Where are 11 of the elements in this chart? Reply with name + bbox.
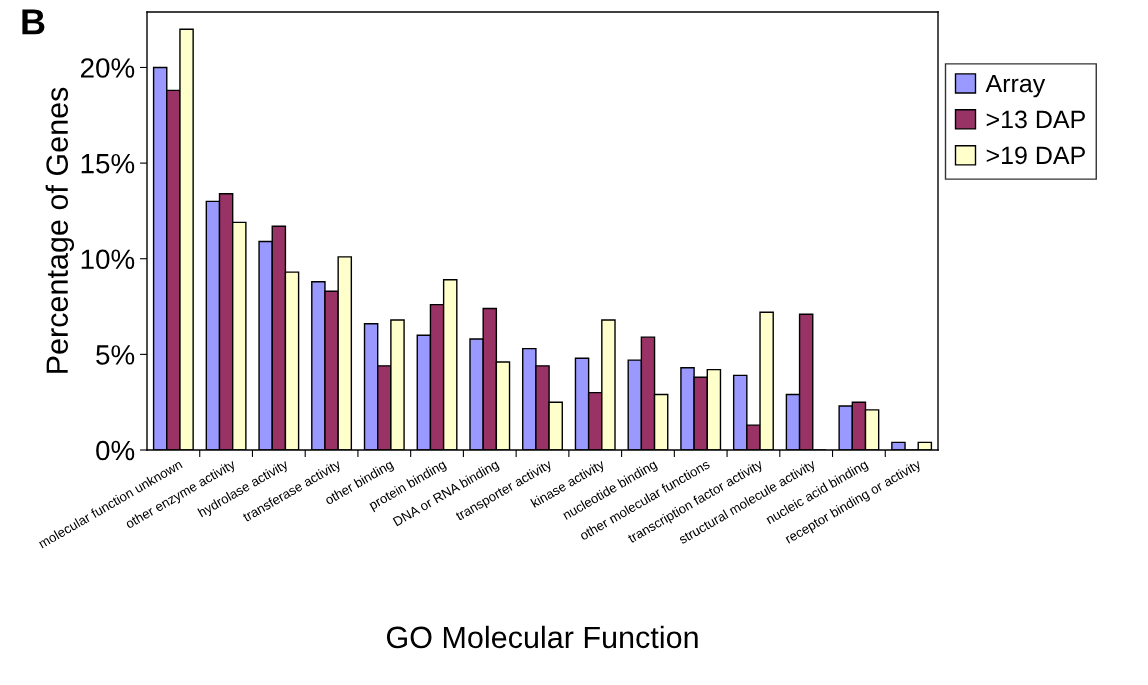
text: B	[22, 9, 45, 35]
y-tick-label: 10%	[81, 249, 135, 270]
y-tick-label: 5%	[96, 345, 135, 365]
legend-label: Array	[985, 74, 1046, 98]
y-tick-label: 15%	[81, 153, 135, 174]
legend-label: >19 DAP	[986, 146, 1085, 165]
y-axis-title: Percentage of Genes	[45, 87, 75, 373]
legend-label: >13 DAP	[986, 110, 1085, 129]
x-axis-title: GO Molecular Function	[386, 625, 698, 649]
y-tick-label: 0%	[96, 440, 135, 461]
y-tick-label: 20%	[81, 58, 135, 78]
